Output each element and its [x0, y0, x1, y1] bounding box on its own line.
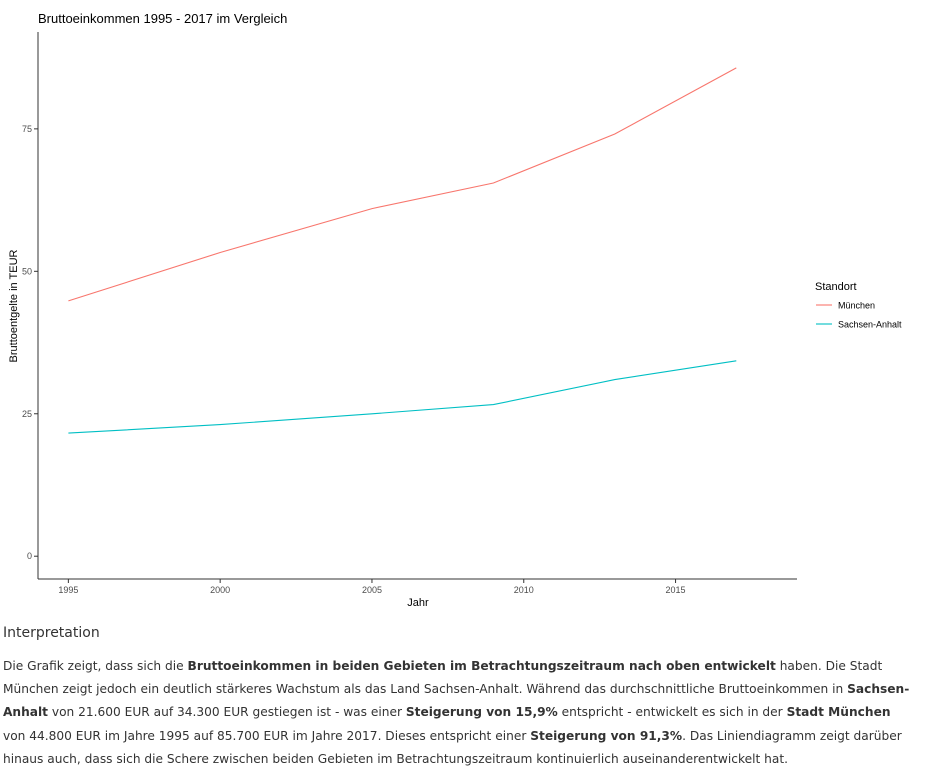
legend-title: Standort: [815, 281, 857, 293]
bold-segment: Sachsen-Anhalt: [3, 682, 910, 720]
y-tick-label: 50: [22, 266, 32, 276]
legend-label-sachsen-anhalt: Sachsen-Anhalt: [838, 320, 902, 330]
x-tick-label: 2000: [210, 585, 230, 595]
x-tick-label: 2010: [514, 585, 534, 595]
x-tick-label: 2015: [666, 585, 686, 595]
bold-segment: Stadt München: [786, 705, 891, 720]
plot-area: 0 25 50 75 1995 2000 2005 2010 2015: [22, 32, 797, 595]
interpretation-paragraph: Die Grafik zeigt, dass sich die Bruttoei…: [3, 655, 913, 771]
bold-segment: Steigerung von 15,9%: [405, 705, 558, 720]
x-axis-label: Jahr: [407, 597, 429, 609]
x-tick-label: 2005: [362, 585, 382, 595]
text-segment: . Das Liniendiagramm zeigt darüber hinau…: [3, 728, 902, 766]
y-tick-label: 0: [27, 551, 32, 561]
bold-segment: Bruttoeinkommen in beiden Gebieten im Be…: [187, 659, 776, 673]
section-heading-interpretation: Interpretation: [3, 625, 100, 641]
series-line-sachsen-anhalt: [68, 360, 737, 434]
y-tick-label: 75: [22, 124, 32, 134]
y-tick-label: 25: [22, 409, 32, 419]
line-chart: Bruttoeinkommen 1995 - 2017 im Vergleich…: [8, 11, 902, 609]
x-tick-label: 1995: [58, 585, 78, 595]
text-segment: Die Grafik zeigt, dass sich die: [3, 659, 188, 673]
legend: Standort München Sachsen-Anhalt: [815, 281, 902, 330]
y-axis-label: Bruttoentgelte in TEUR: [8, 249, 20, 362]
chart-title: Bruttoeinkommen 1995 - 2017 im Vergleich: [38, 11, 287, 26]
text-segment: von 44.800 EUR im Jahre 1995 auf 85.700 …: [3, 728, 531, 743]
text-segment: von 21.600 EUR auf 34.300 EUR gestiegen …: [48, 705, 406, 720]
legend-label-muenchen: München: [838, 301, 875, 311]
text-segment: entspricht - entwickelt es sich in der: [557, 705, 787, 720]
text-segment: haben. Die Stadt München zeigt jedoch ei…: [3, 659, 883, 697]
bold-segment: Steigerung von 91,3%: [530, 728, 683, 743]
series-line-muenchen: [68, 67, 737, 302]
